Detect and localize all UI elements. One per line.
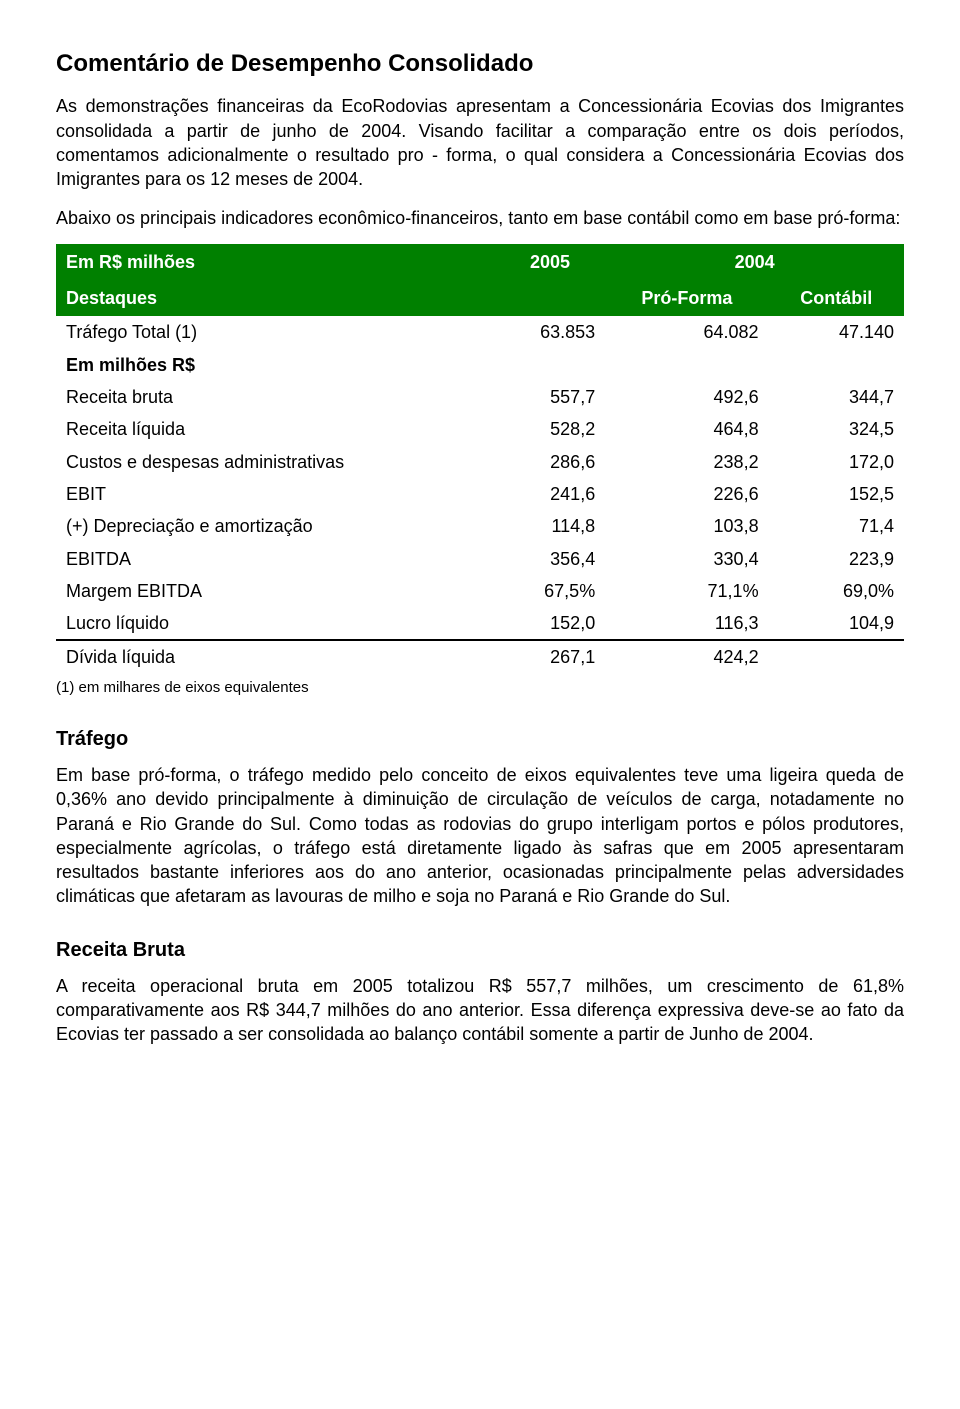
sub-label-cell: Em milhões R$ xyxy=(56,349,904,381)
row-value: 152,5 xyxy=(769,478,904,510)
header-cell xyxy=(495,280,605,316)
row-value: 226,6 xyxy=(605,478,768,510)
intro-paragraph-1: As demonstrações financeiras da EcoRodov… xyxy=(56,94,904,191)
section-heading-receita: Receita Bruta xyxy=(56,937,904,964)
row-value: 557,7 xyxy=(495,381,605,413)
section-body-receita: A receita operacional bruta em 2005 tota… xyxy=(56,974,904,1047)
row-value: 172,0 xyxy=(769,446,904,478)
row-label: Tráfego Total (1) xyxy=(56,316,495,348)
row-value: 238,2 xyxy=(605,446,768,478)
row-value: 344,7 xyxy=(769,381,904,413)
section-heading-trafego: Tráfego xyxy=(56,726,904,753)
table-row: Receita bruta 557,7 492,6 344,7 xyxy=(56,381,904,413)
row-value: 67,5% xyxy=(495,575,605,607)
row-label: (+) Depreciação e amortização xyxy=(56,510,495,542)
row-value: 267,1 xyxy=(495,640,605,673)
table-header-row-1: Em R$ milhões 2005 2004 xyxy=(56,244,904,280)
row-label: Lucro líquido xyxy=(56,607,495,640)
table-row: Dívida líquida 267,1 424,2 xyxy=(56,640,904,673)
row-value: 286,6 xyxy=(495,446,605,478)
row-label: Receita líquida xyxy=(56,413,495,445)
row-label: Margem EBITDA xyxy=(56,575,495,607)
intro-paragraph-2: Abaixo os principais indicadores econômi… xyxy=(56,206,904,230)
header-cell: Destaques xyxy=(56,280,495,316)
table-row: Receita líquida 528,2 464,8 324,5 xyxy=(56,413,904,445)
header-cell: Pró-Forma xyxy=(605,280,768,316)
row-value: 324,5 xyxy=(769,413,904,445)
row-value: 528,2 xyxy=(495,413,605,445)
row-value: 152,0 xyxy=(495,607,605,640)
table-sub-label-row: Em milhões R$ xyxy=(56,349,904,381)
row-value: 114,8 xyxy=(495,510,605,542)
row-value: 356,4 xyxy=(495,543,605,575)
row-value: 47.140 xyxy=(769,316,904,348)
row-value: 492,6 xyxy=(605,381,768,413)
row-value: 71,4 xyxy=(769,510,904,542)
table-row: EBITDA 356,4 330,4 223,9 xyxy=(56,543,904,575)
row-label: Dívida líquida xyxy=(56,640,495,673)
table-row: Tráfego Total (1) 63.853 64.082 47.140 xyxy=(56,316,904,348)
header-cell: Contábil xyxy=(769,280,904,316)
indicators-table: Em R$ milhões 2005 2004 Destaques Pró-Fo… xyxy=(56,244,904,674)
table-row: Margem EBITDA 67,5% 71,1% 69,0% xyxy=(56,575,904,607)
table-row: EBIT 241,6 226,6 152,5 xyxy=(56,478,904,510)
table-row: (+) Depreciação e amortização 114,8 103,… xyxy=(56,510,904,542)
row-value: 424,2 xyxy=(605,640,768,673)
row-value: 64.082 xyxy=(605,316,768,348)
row-label: EBITDA xyxy=(56,543,495,575)
row-value: 71,1% xyxy=(605,575,768,607)
row-value: 464,8 xyxy=(605,413,768,445)
row-value: 63.853 xyxy=(495,316,605,348)
row-value xyxy=(769,640,904,673)
table-header-row-2: Destaques Pró-Forma Contábil xyxy=(56,280,904,316)
row-value: 104,9 xyxy=(769,607,904,640)
table-row: Lucro líquido 152,0 116,3 104,9 xyxy=(56,607,904,640)
table-footnote: (1) em milhares de eixos equivalentes xyxy=(56,678,904,698)
table-row: Custos e despesas administrativas 286,6 … xyxy=(56,446,904,478)
row-label: Receita bruta xyxy=(56,381,495,413)
header-cell: Em R$ milhões xyxy=(56,244,495,280)
row-value: 116,3 xyxy=(605,607,768,640)
row-value: 223,9 xyxy=(769,543,904,575)
row-value: 241,6 xyxy=(495,478,605,510)
row-value: 103,8 xyxy=(605,510,768,542)
row-label: EBIT xyxy=(56,478,495,510)
header-cell: 2004 xyxy=(605,244,904,280)
header-cell: 2005 xyxy=(495,244,605,280)
row-label: Custos e despesas administrativas xyxy=(56,446,495,478)
row-value: 330,4 xyxy=(605,543,768,575)
row-value: 69,0% xyxy=(769,575,904,607)
page-title: Comentário de Desempenho Consolidado xyxy=(56,48,904,80)
section-body-trafego: Em base pró-forma, o tráfego medido pelo… xyxy=(56,763,904,909)
